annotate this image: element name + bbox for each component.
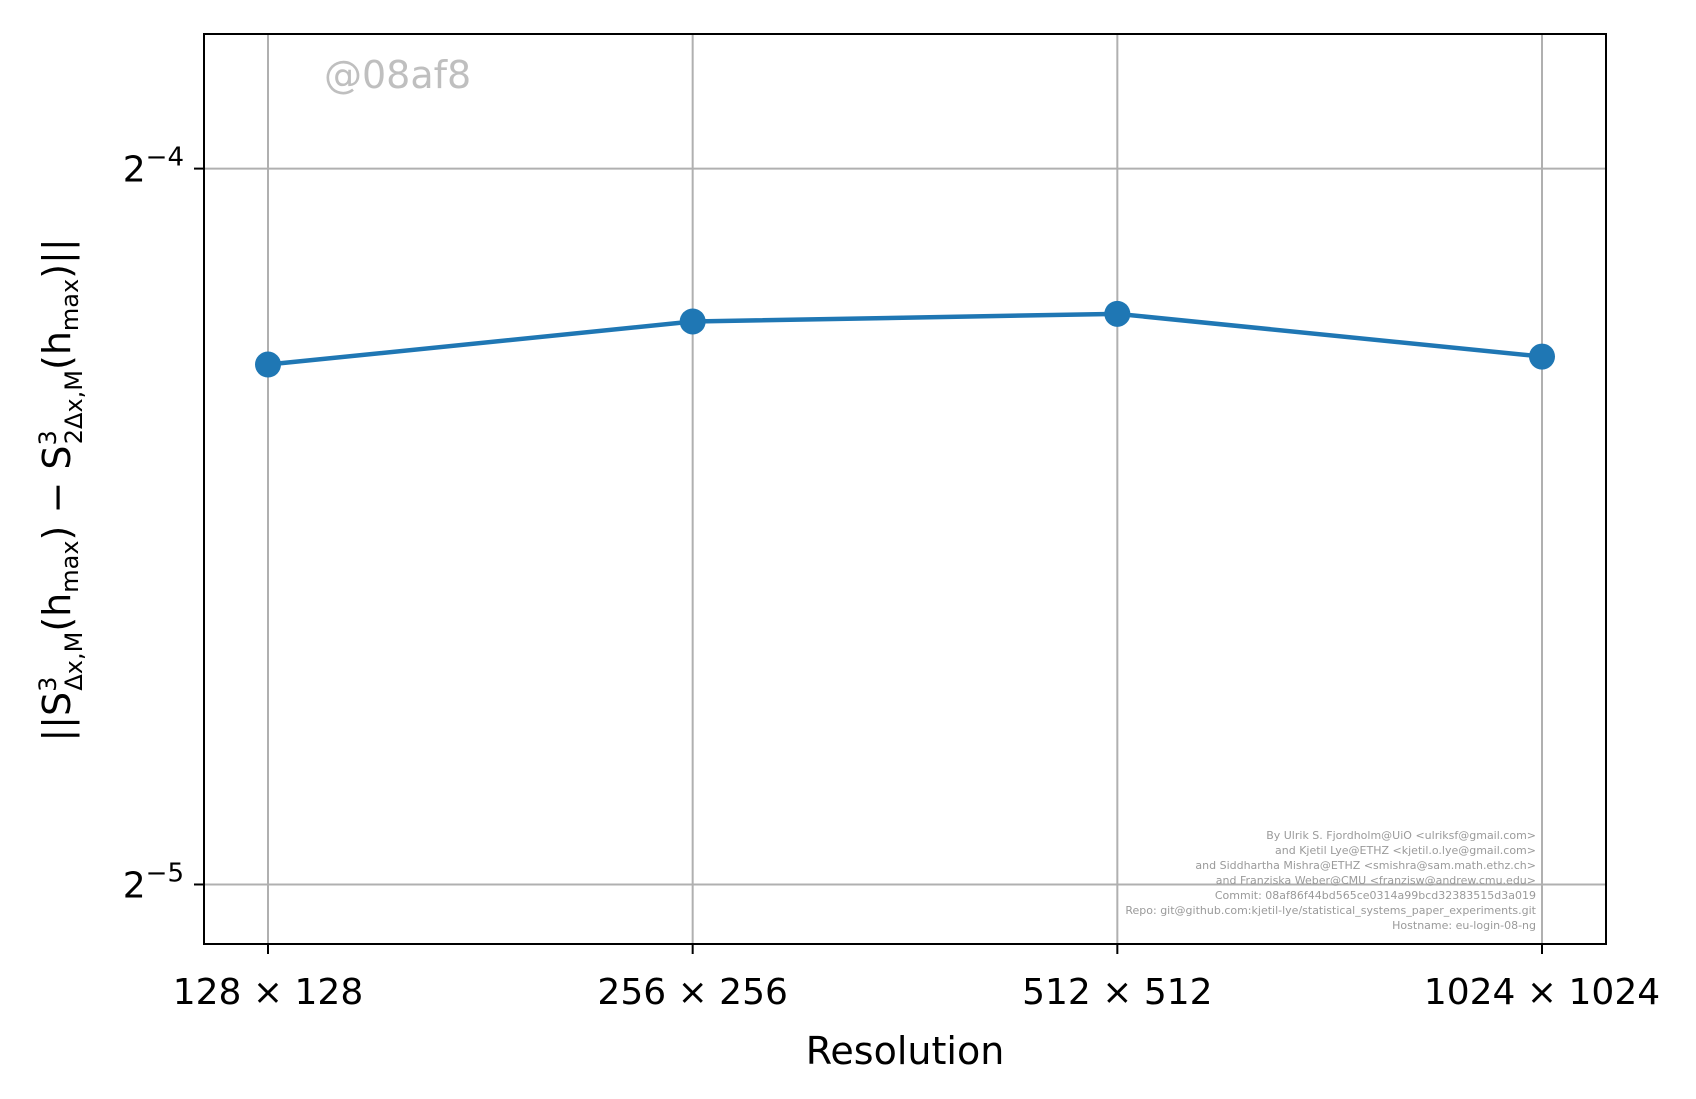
y-label-prefix: ||S — [35, 692, 80, 742]
watermark: @08af8 — [324, 53, 471, 97]
y-label-sup1: 3 — [34, 677, 62, 692]
credits-block: By Ulrik S. Fjordholm@UiO <ulriksf@gmail… — [1125, 829, 1536, 932]
y-tick-label: 2−4 — [123, 143, 184, 191]
credit-line: and Kjetil Lye@ETHZ <kjetil.o.lye@gmail.… — [1275, 844, 1536, 857]
credit-line: By Ulrik S. Fjordholm@UiO <ulriksf@gmail… — [1266, 829, 1536, 842]
data-point — [255, 351, 281, 378]
series-line — [255, 300, 1555, 378]
y-label-sub3: 2Δx,M — [60, 370, 88, 444]
x-axis: 128 × 128 256 × 256 512 × 512 1024 × 1024 — [173, 944, 1660, 1013]
y-tick-label: 2−5 — [123, 858, 184, 906]
y-axis: 2−4 2−5 — [123, 143, 204, 906]
data-point — [679, 308, 706, 335]
x-tick-label: 512 × 512 — [1022, 972, 1212, 1013]
credit-line: Repo: git@github.com:kjetil-lye/statisti… — [1125, 904, 1536, 917]
y-label-mid3: (h — [35, 331, 79, 370]
plot-frame — [203, 33, 1607, 945]
y-label-sub1: Δx,M — [60, 632, 88, 691]
credit-line: and Franziska Weber@CMU <franzisw@andrew… — [1216, 874, 1536, 887]
x-tick-label: 1024 × 1024 — [1424, 972, 1660, 1013]
y-label-sup3: 3 — [34, 430, 62, 445]
credit-line: Commit: 08af86f44bd565ce0314a99bcd323835… — [1215, 889, 1536, 902]
y-axis-label: ||S3Δx,M(hmax) − S32Δx,M(hmax)|| — [34, 238, 88, 741]
y-label-sub4: max — [56, 279, 84, 331]
credit-line: and Siddhartha Mishra@ETHZ <smishra@sam.… — [1195, 859, 1536, 872]
credit-line: Hostname: eu-login-08-ng — [1392, 919, 1536, 932]
grid-lines — [204, 34, 1606, 944]
y-label-mid2: ) − S — [35, 446, 79, 541]
y-label-sub2: max — [56, 540, 84, 592]
data-point — [1529, 343, 1555, 370]
x-tick-label: 128 × 128 — [173, 972, 363, 1013]
x-axis-label: Resolution — [806, 1029, 1005, 1073]
x-tick-label: 256 × 256 — [597, 972, 787, 1013]
y-label-suffix: )|| — [35, 238, 80, 278]
series-polyline — [267, 311, 1543, 367]
data-point — [1104, 300, 1131, 327]
y-label-mid1: (h — [35, 593, 79, 632]
